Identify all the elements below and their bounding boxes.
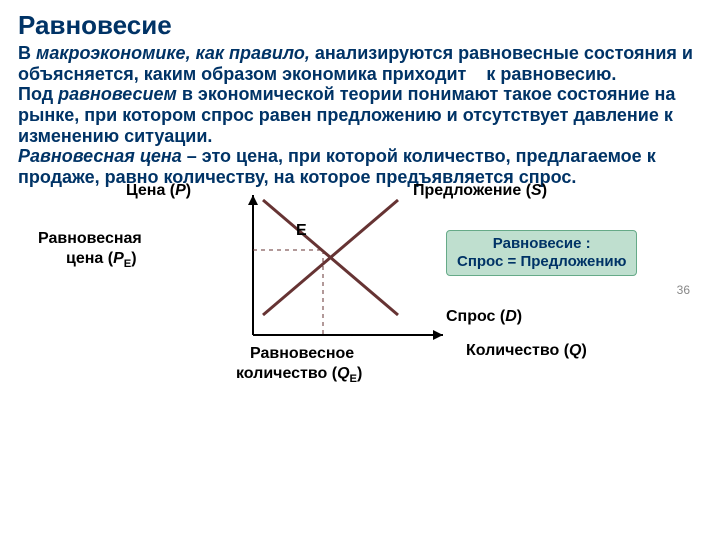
label-rvprice-2: цена (PE) [66, 250, 137, 270]
chart-svg [18, 190, 698, 390]
p2a: Под [18, 84, 58, 104]
label-price: Цена (P) [126, 182, 191, 200]
p1a: В [18, 43, 36, 63]
label-supply: Предложение (S) [413, 182, 547, 200]
page-number: 36 [677, 283, 690, 297]
page-title: Равновесие [18, 10, 702, 41]
equilibrium-chart: Цена (P) Предложение (S) Равновесная цен… [18, 190, 698, 390]
label-rvprice-1: Равновесная [38, 230, 142, 248]
equilibrium-callout: Равновесие : Спрос = Предложению [446, 230, 637, 276]
p2b: равновесием [58, 84, 177, 104]
equilibrium-callout-l1: Равновесие : [457, 235, 626, 253]
label-E: E [296, 222, 307, 240]
label-demand: Спрос (D) [446, 308, 522, 326]
p3a: Равновесная цена [18, 146, 182, 166]
label-rvq-2: количество (QE) [236, 365, 362, 385]
label-rvq-1: Равновесное [250, 345, 354, 363]
body-text: В макроэкономике, как правило, анализиру… [18, 43, 702, 188]
label-quantity: Количество (Q) [466, 342, 587, 360]
equilibrium-callout-l2: Спрос = Предложению [457, 253, 626, 271]
p1b: макроэкономике, как правило, [36, 43, 310, 63]
